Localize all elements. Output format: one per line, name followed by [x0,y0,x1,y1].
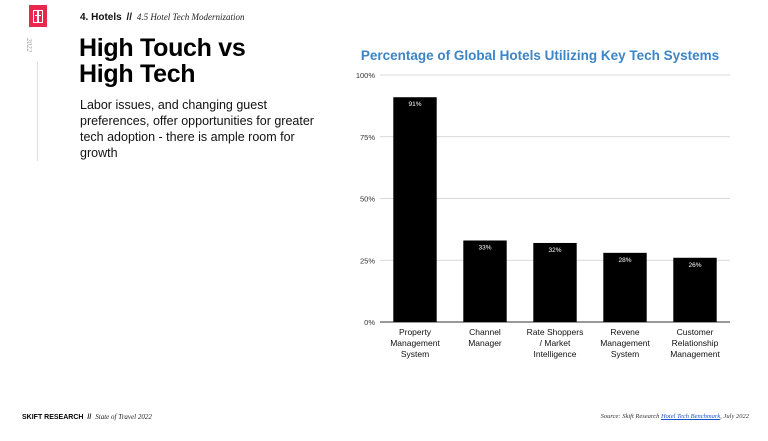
bar-value-label: 26% [688,262,701,269]
page-title-line-2: High Tech [79,60,196,88]
page-title-line-1: High Touch vs [79,34,246,62]
section-separator: // [126,12,133,23]
left-divider [37,62,38,161]
section-header: 4. Hotels // 4.5 Hotel Tech Modernizatio… [80,12,244,23]
x-tick-label: Rate Shoppers [527,327,584,337]
bar [603,252,647,322]
bar [673,257,717,322]
x-tick-label: Relationship [672,338,719,348]
x-tick-label: Management [390,338,440,348]
source-suffix: , July 2022 [720,413,749,420]
bar-value-label: 28% [618,257,631,264]
section-number: 4. Hotels [80,12,122,23]
bar-value-label: 33% [478,244,491,251]
source-prefix: Source: Skift Research [600,413,660,420]
y-tick-label: 25% [360,256,375,265]
y-tick-label: 100% [356,71,376,80]
bar-chart: 0% 25% 50% 75% 100% 91% 33% 32% 28% 26% Property… [356,71,730,359]
x-tick-label: Manager [468,338,502,348]
chart-bars: 91% 33% 32% 28% 26% [393,97,717,322]
body-text: Labor issues, and changing guest prefere… [80,98,314,160]
x-tick-label: Management [600,338,650,348]
y-tick-label: 50% [360,195,375,204]
bar-value-label: 91% [408,101,421,108]
skift-logo-icon [29,5,47,27]
x-tick-label: Management [670,349,720,359]
page-title: High Touch vs High Tech [79,35,339,87]
footer-brand-line: SKIFT RESEARCH // State of Travel 2022 [22,413,152,421]
x-tick-label: Customer [677,327,714,337]
chart-x-axis: PropertyManagementSystemChannelManagerRa… [390,327,720,359]
x-tick-label: Revene [610,327,640,337]
x-tick-label: Intelligence [533,349,576,359]
year-vertical: 2022 [25,38,33,52]
section-subtitle: 4.5 Hotel Tech Modernization [136,12,245,22]
footer-separator: // [87,414,92,421]
y-tick-label: 75% [360,133,375,142]
y-tick-label: 0% [364,318,375,327]
x-tick-label: System [401,349,429,359]
bar-value-label: 32% [548,247,561,254]
chart-title: Percentage of Global Hotels Utilizing Ke… [360,48,720,63]
x-tick-label: System [611,349,639,359]
footer-source: Source: Skift Research Hotel Tech Benchm… [601,413,749,420]
x-tick-label: / Market [540,338,571,348]
logo-glyph [33,9,43,23]
x-tick-label: Property [399,327,432,337]
footer-report: State of Travel 2022 [95,413,152,421]
chart-y-axis: 0% 25% 50% 75% 100% [356,71,376,327]
x-tick-label: Channel [469,327,501,337]
bar [533,242,577,322]
bar [463,240,507,322]
bar [393,97,437,322]
source-link[interactable]: Hotel Tech Benchmark [660,413,721,420]
footer-brand: SKIFT RESEARCH [22,414,84,421]
